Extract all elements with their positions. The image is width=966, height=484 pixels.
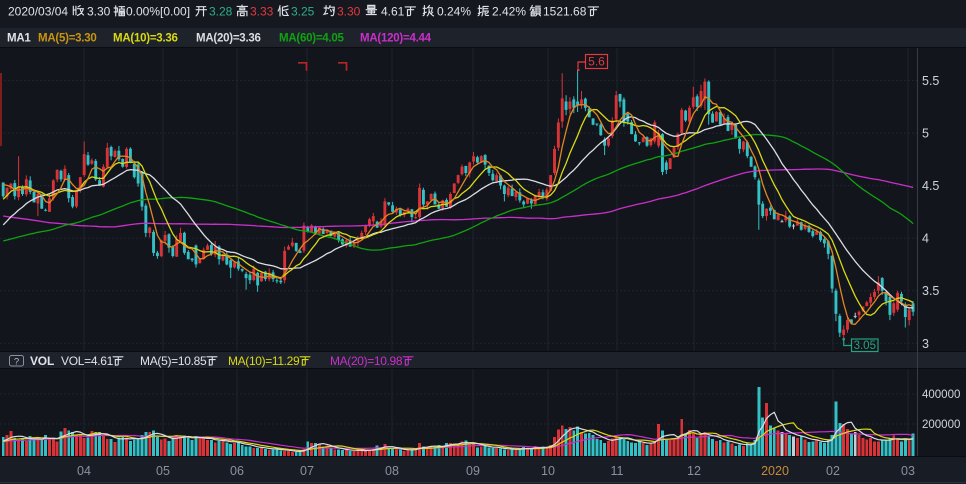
svg-text:MA(20)=10.98: MA(20)=10.98 — [330, 354, 403, 368]
svg-text:200000: 200000 — [922, 419, 960, 431]
svg-text:1521.68: 1521.68 — [543, 5, 587, 19]
svg-text:MA(60)=4.05: MA(60)=4.05 — [279, 33, 345, 45]
svg-text:MA(5)=10.85: MA(5)=10.85 — [140, 354, 207, 368]
svg-text:05: 05 — [156, 464, 170, 478]
svg-text:06: 06 — [230, 464, 244, 478]
svg-text:03: 03 — [901, 464, 915, 478]
svg-text:04: 04 — [77, 464, 91, 478]
svg-text:5.6: 5.6 — [588, 55, 605, 69]
svg-text:3.30: 3.30 — [337, 5, 361, 19]
svg-text:2020: 2020 — [761, 464, 789, 478]
svg-text:3.28: 3.28 — [209, 5, 233, 19]
svg-text:07: 07 — [300, 464, 314, 478]
svg-text:3.5: 3.5 — [922, 284, 939, 298]
svg-text:10: 10 — [541, 464, 555, 478]
svg-text:3.33: 3.33 — [250, 5, 274, 19]
svg-text:3: 3 — [922, 337, 929, 351]
svg-text:4.61: 4.61 — [381, 5, 405, 19]
svg-text:VOL=4.61: VOL=4.61 — [61, 354, 114, 368]
svg-text:2020/03/04: 2020/03/04 — [8, 5, 68, 19]
svg-text:MA(10)=11.29: MA(10)=11.29 — [228, 354, 300, 368]
svg-text:0.24%: 0.24% — [437, 5, 471, 19]
svg-text:3.25: 3.25 — [291, 5, 315, 19]
svg-text:MA(20)=3.36: MA(20)=3.36 — [196, 33, 261, 45]
svg-text:3.05: 3.05 — [854, 340, 876, 352]
svg-text:09: 09 — [466, 464, 480, 478]
svg-text:MA(120)=4.44: MA(120)=4.44 — [360, 33, 432, 45]
svg-text:400000: 400000 — [922, 389, 960, 401]
svg-text:MA1: MA1 — [7, 33, 31, 45]
svg-text:12: 12 — [687, 464, 701, 478]
svg-text:02: 02 — [826, 464, 840, 478]
svg-text:MA(5)=3.30: MA(5)=3.30 — [38, 33, 97, 45]
svg-text:3.30: 3.30 — [87, 5, 111, 19]
svg-text:4: 4 — [922, 232, 929, 246]
svg-text:2.42%: 2.42% — [492, 5, 526, 19]
svg-text:MA(10)=3.36: MA(10)=3.36 — [113, 33, 178, 45]
svg-text:0.00%[0.00]: 0.00%[0.00] — [126, 5, 190, 19]
svg-text:08: 08 — [385, 464, 399, 478]
svg-text:VOL: VOL — [30, 354, 54, 368]
svg-text:?: ? — [14, 357, 19, 368]
svg-text:5.5: 5.5 — [922, 74, 939, 88]
svg-text:4.5: 4.5 — [922, 179, 939, 193]
svg-text:11: 11 — [611, 464, 624, 478]
svg-text:5: 5 — [922, 127, 929, 141]
